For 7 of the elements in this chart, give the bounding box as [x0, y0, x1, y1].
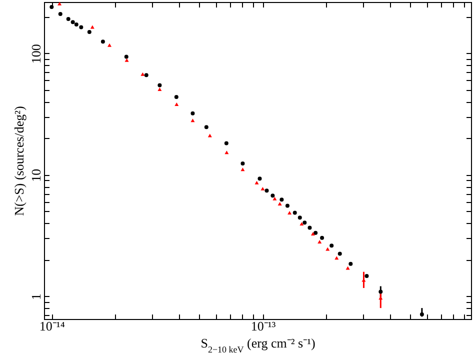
y-tick-label: 100: [28, 44, 44, 64]
y-tick-label: 10: [28, 168, 44, 182]
x-tick-label: 10⁻¹³: [250, 318, 276, 334]
y-axis-title: N(>S) (sources/deg²): [12, 106, 26, 216]
x-axis-title: S$_{2−10 keV}$ (erg cm⁻² s⁻¹): [200, 336, 316, 354]
y-tick-label: 1: [28, 294, 44, 300]
x-tick-label: 10⁻¹⁴: [39, 318, 66, 334]
